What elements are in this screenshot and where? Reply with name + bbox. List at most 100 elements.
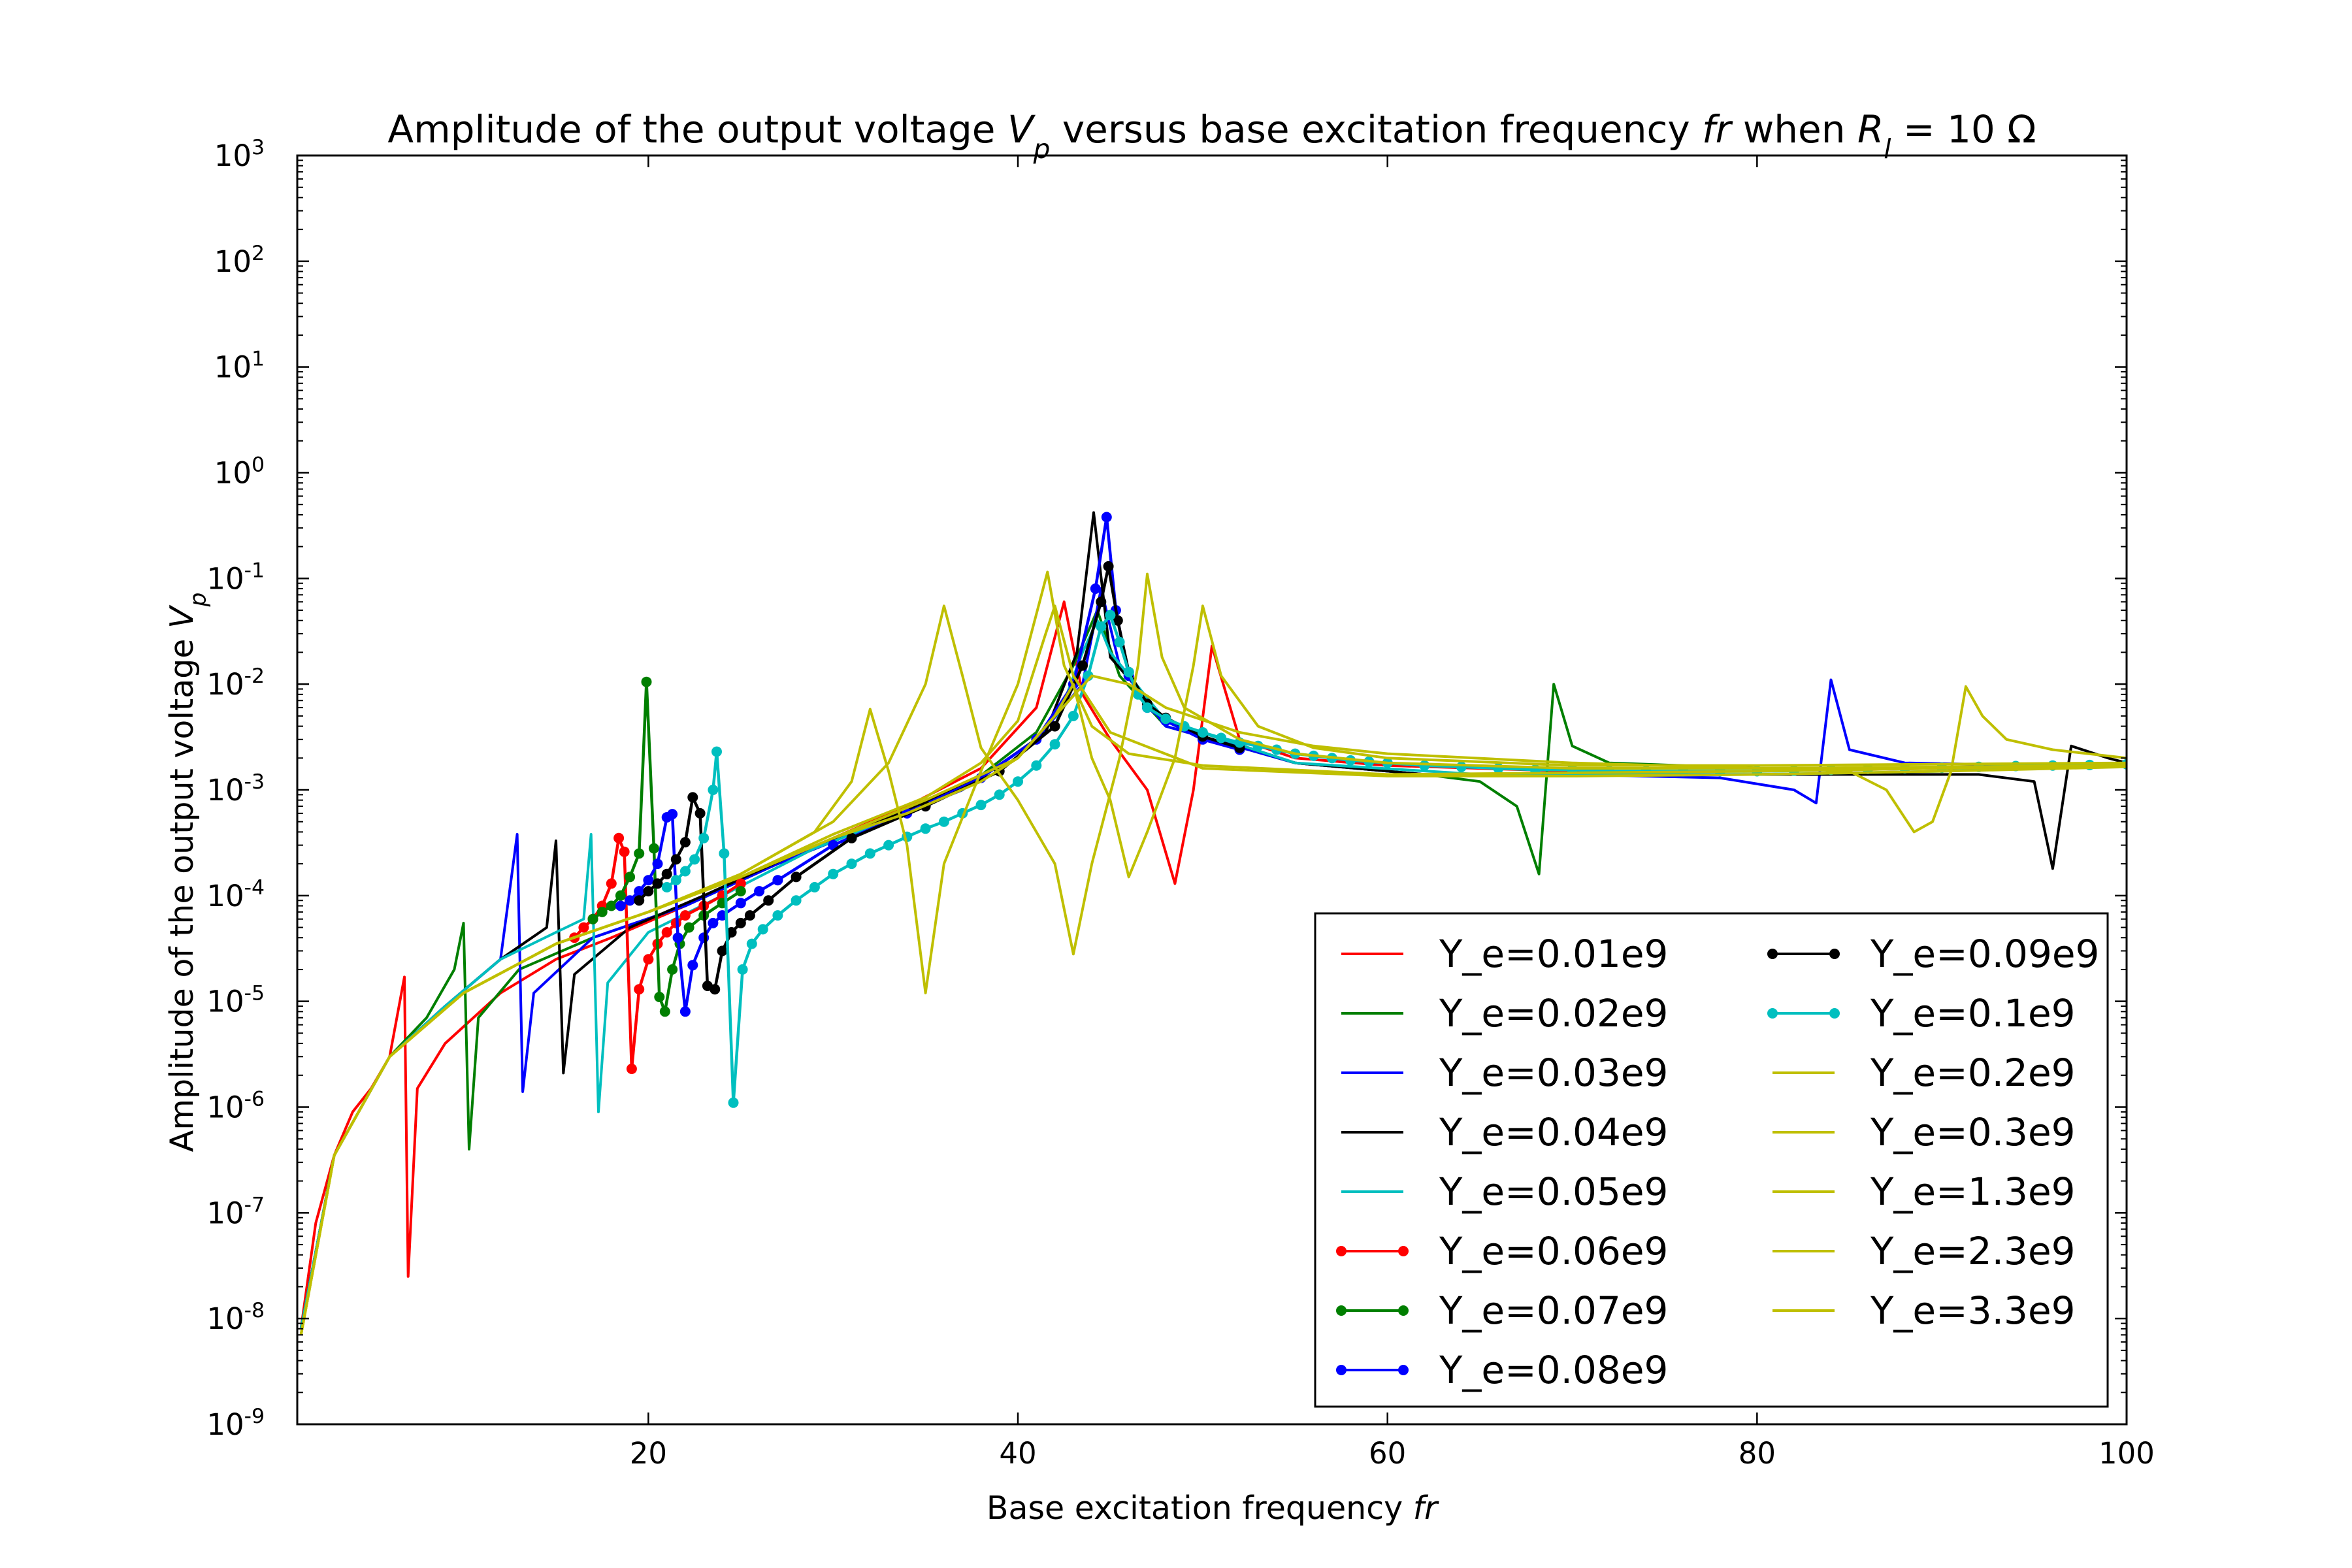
legend-item: Y_e=0.03e9 <box>1341 1051 1668 1095</box>
data-point <box>1123 666 1134 678</box>
data-point <box>772 910 783 921</box>
legend-label: Y_e=0.04e9 <box>1439 1110 1668 1154</box>
data-point <box>746 938 757 949</box>
data-point <box>975 800 987 811</box>
x-axis-label-part: Base excitation frequency <box>987 1490 1413 1527</box>
legend-marker <box>1767 949 1778 959</box>
legend-item: Y_e=0.07e9 <box>1336 1288 1668 1333</box>
data-point <box>726 927 737 938</box>
x-tick-label: 80 <box>1739 1436 1776 1471</box>
y-axis-label: Amplitude of the output voltage Vp <box>163 593 212 1152</box>
data-point <box>652 858 663 870</box>
chart-title: Amplitude of the output voltage Vp versu… <box>387 107 2036 165</box>
data-point <box>994 789 1005 800</box>
legend-marker <box>1829 1008 1840 1019</box>
data-point <box>667 964 678 975</box>
legend-label: Y_e=0.09e9 <box>1870 932 2099 976</box>
x-axis-label: Base excitation frequency fr <box>987 1490 1439 1527</box>
legend-label: Y_e=0.1e9 <box>1870 991 2076 1036</box>
data-point <box>659 1006 670 1017</box>
data-point <box>672 932 683 943</box>
series-Y_e=0.05e9 <box>299 619 2127 1330</box>
data-point <box>661 882 672 892</box>
data-point <box>679 1006 691 1017</box>
data-point <box>754 886 765 897</box>
data-point <box>757 924 768 935</box>
data-point <box>1160 713 1171 725</box>
legend-marker <box>1767 1008 1778 1019</box>
data-point <box>625 872 636 883</box>
y-tick-label: 10-8 <box>206 1299 265 1336</box>
series-Y_e=0.07e9 <box>587 676 746 1017</box>
data-point <box>1197 727 1208 738</box>
data-point <box>596 906 608 917</box>
data-point <box>634 984 645 995</box>
chart-title-part: versus base excitation frequency <box>1050 107 1702 152</box>
legend-label: Y_e=0.2e9 <box>1870 1051 2076 1095</box>
data-point <box>606 900 617 911</box>
data-point <box>670 854 681 865</box>
chart-title-part: = 10 Ω <box>1891 107 2036 152</box>
data-point <box>1077 660 1088 671</box>
legend-item: Y_e=0.06e9 <box>1336 1229 1668 1273</box>
legend-item: Y_e=0.2e9 <box>1772 1051 2076 1095</box>
data-point <box>864 848 875 859</box>
data-point <box>641 676 652 687</box>
legend-label: Y_e=0.06e9 <box>1439 1229 1668 1273</box>
y-axis-label-part: V <box>163 604 201 629</box>
x-tick-label: 40 <box>999 1436 1036 1471</box>
data-point <box>711 746 722 757</box>
series-Y_e=3.3e9 <box>299 674 2127 1335</box>
data-point <box>735 886 746 897</box>
data-point <box>683 922 694 933</box>
legend-label: Y_e=0.01e9 <box>1439 932 1668 976</box>
chart-title-part: l <box>1884 133 1891 165</box>
series-line <box>299 619 2127 1330</box>
y-tick-label: 10-9 <box>206 1405 265 1442</box>
data-point <box>920 823 931 834</box>
data-point <box>1142 702 1152 713</box>
legend-marker <box>1829 949 1840 959</box>
chart-title-part: p <box>1033 133 1051 165</box>
x-axis-label-part: fr <box>1413 1490 1439 1527</box>
data-point <box>772 875 783 886</box>
data-point <box>1049 721 1060 732</box>
data-point <box>613 832 625 843</box>
data-point <box>679 866 691 877</box>
data-point <box>654 992 665 1002</box>
legend-item: Y_e=0.09e9 <box>1767 932 2099 976</box>
x-tick-label: 100 <box>2099 1436 2155 1471</box>
y-tick-label: 10-4 <box>206 876 265 913</box>
data-point <box>643 875 654 886</box>
data-point <box>1105 610 1116 621</box>
data-point <box>1101 512 1112 523</box>
data-point <box>1493 763 1504 774</box>
legend-label: Y_e=0.07e9 <box>1439 1288 1668 1333</box>
legend-label: Y_e=0.03e9 <box>1439 1051 1668 1095</box>
data-point <box>634 895 645 906</box>
legend-marker <box>1336 1305 1347 1316</box>
legend-label: Y_e=1.3e9 <box>1870 1169 2076 1214</box>
y-tick-label: 10-6 <box>206 1088 265 1125</box>
data-point <box>625 895 636 906</box>
legend-marker <box>1336 1246 1347 1256</box>
data-point <box>587 913 598 924</box>
series-line <box>299 674 2127 1335</box>
data-point <box>1013 776 1023 787</box>
series-line <box>592 680 742 1013</box>
data-point <box>670 875 681 886</box>
data-point <box>791 895 802 906</box>
legend-item: Y_e=0.08e9 <box>1336 1348 1668 1392</box>
data-point <box>661 927 672 938</box>
data-point <box>1096 596 1107 608</box>
data-point <box>735 878 746 889</box>
y-tick-label: 101 <box>214 348 265 385</box>
data-point <box>643 954 654 965</box>
data-point <box>1419 760 1430 771</box>
legend: Y_e=0.01e9 Y_e=0.02e9 Y_e=0.03e9 Y_e=0.04e9… <box>1314 912 2109 1408</box>
data-point <box>735 898 746 909</box>
data-point <box>763 895 774 906</box>
data-point <box>634 886 645 897</box>
series-Y_e=0.02e9 <box>299 609 2127 1330</box>
y-tick-label: 10-3 <box>206 770 265 808</box>
